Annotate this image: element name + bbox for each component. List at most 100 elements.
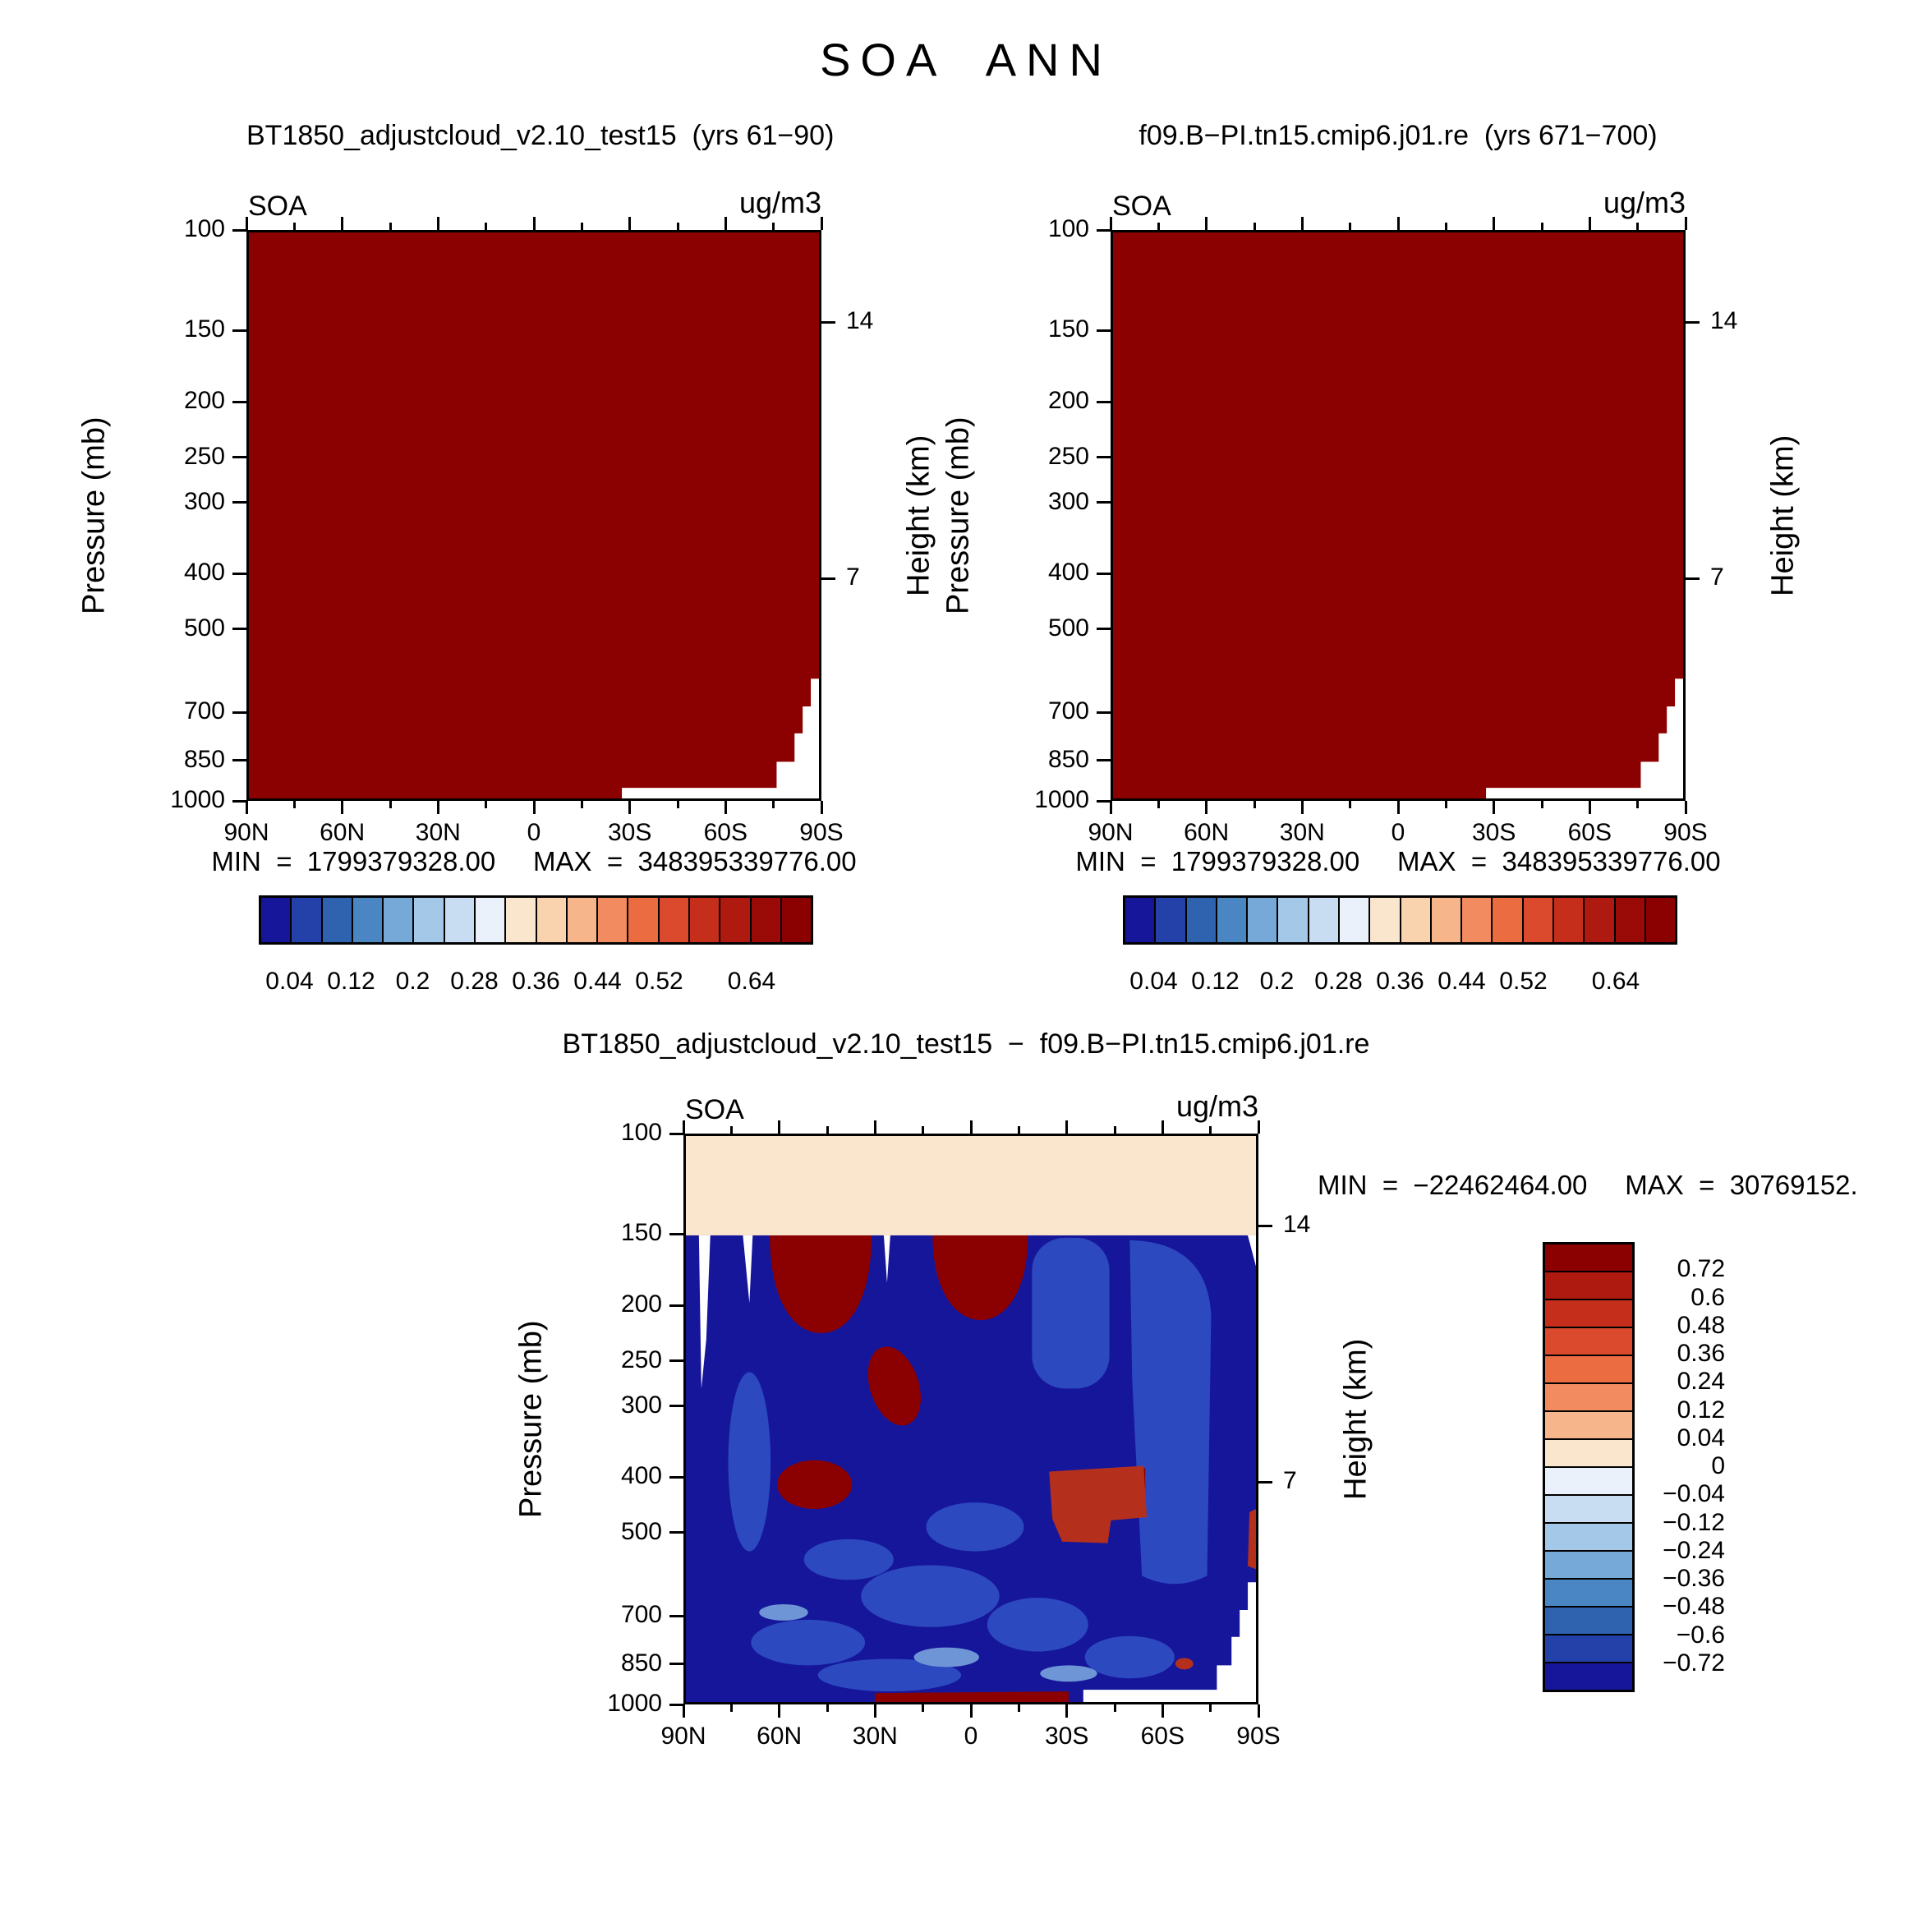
latitude-minor-tick xyxy=(826,1704,829,1712)
pressure-tick-label: 150 xyxy=(183,315,225,343)
colorbar-swatch xyxy=(1545,1272,1632,1299)
latitude-minor-tick xyxy=(1113,1126,1116,1134)
latitude-tick xyxy=(682,1704,685,1718)
colorbar-swatch xyxy=(1545,1440,1632,1466)
latitude-minor-tick xyxy=(292,801,296,808)
pressure-tick xyxy=(232,456,246,459)
colorbar-swatch xyxy=(1545,1663,1632,1690)
latitude-tick xyxy=(724,217,727,230)
pressure-tick xyxy=(669,1232,683,1235)
pressure-tick xyxy=(1097,400,1111,403)
pressure-tick-label: 300 xyxy=(620,1391,662,1419)
page-title: SOA ANN xyxy=(820,34,1112,85)
latitude-tick xyxy=(969,1704,973,1718)
latitude-tick xyxy=(1493,217,1496,230)
pressure-tick-label: 100 xyxy=(1047,215,1089,242)
latitude-tick xyxy=(341,801,344,814)
pressure-tick-label: 850 xyxy=(620,1649,662,1677)
colorbar-swatch xyxy=(1545,1524,1632,1550)
height-tick-label: 14 xyxy=(846,307,874,335)
latitude-tick xyxy=(873,1120,876,1134)
colorbar-tick-label: 0.64 xyxy=(1591,968,1640,995)
latitude-minor-tick xyxy=(1253,801,1256,808)
latitude-minor-tick xyxy=(389,801,392,808)
latitude-minor-tick xyxy=(826,1126,829,1134)
pressure-tick-label: 400 xyxy=(183,559,225,586)
colorbar-swatch xyxy=(1339,898,1369,942)
colorbar-swatch xyxy=(720,898,750,942)
latitude-minor-tick xyxy=(580,223,583,230)
pressure-tick-label: 200 xyxy=(183,387,225,415)
pressure-tick-label: 700 xyxy=(620,1601,662,1629)
latitude-tick xyxy=(1205,217,1208,230)
pressure-tick-label: 250 xyxy=(183,442,225,470)
difference-panel-title: BT1850_adjustcloud_v2.10_test15 − f09.B−… xyxy=(562,1028,1370,1060)
colorbar-swatch xyxy=(1156,898,1185,942)
colorbar-swatch xyxy=(322,898,352,942)
colorbar-swatch xyxy=(567,898,597,942)
colorbar-tick-label: 0.52 xyxy=(635,968,683,995)
pressure-tick xyxy=(1097,711,1111,714)
latitude-minor-tick xyxy=(729,1704,733,1712)
soa-field-case1 xyxy=(249,232,819,798)
colorbar-swatch xyxy=(1545,1496,1632,1522)
latitude-tick xyxy=(436,801,439,814)
colorbar-swatch xyxy=(475,898,505,942)
colorbar-tick-label: 0.04 xyxy=(1129,968,1178,995)
latitude-minor-tick xyxy=(1540,801,1543,808)
plot-area-case1 xyxy=(246,230,821,801)
pressure-tick-label: 250 xyxy=(1047,442,1089,470)
latitude-tick xyxy=(628,801,632,814)
latitude-tick xyxy=(1300,217,1304,230)
latitude-tick xyxy=(1300,801,1304,814)
colorbar-swatch xyxy=(1125,898,1155,942)
units-label: ug/m3 xyxy=(1603,186,1686,219)
height-tick xyxy=(1686,320,1700,324)
latitude-tick xyxy=(820,217,823,230)
colorbar-swatch xyxy=(1545,1356,1632,1382)
saturated-field xyxy=(1113,232,1683,798)
colorbar-swatch xyxy=(781,898,812,942)
latitude-minor-tick xyxy=(292,223,296,230)
latitude-minor-tick xyxy=(1253,223,1256,230)
pressure-tick-label: 1000 xyxy=(607,1690,662,1717)
latitude-minor-tick xyxy=(1540,223,1543,230)
latitude-minor-tick xyxy=(1349,223,1352,230)
latitude-tick xyxy=(820,801,823,814)
colorbar-swatch xyxy=(261,898,291,942)
pressure-tick-label: 300 xyxy=(1047,487,1089,515)
colorbar-tick-label: 0.6 xyxy=(1690,1283,1725,1311)
pressure-tick-label: 700 xyxy=(1047,697,1089,725)
latitude-tick-label: 90N xyxy=(660,1723,706,1750)
colorbar-tick-label: 0.28 xyxy=(1314,968,1363,995)
height-tick xyxy=(821,577,835,580)
pressure-tick xyxy=(232,501,246,504)
colorbar-tick-label: 0 xyxy=(1711,1452,1725,1479)
colorbar-swatch xyxy=(1523,898,1552,942)
units-label: ug/m3 xyxy=(1175,1089,1258,1123)
pressure-tick-label: 100 xyxy=(183,215,225,242)
panel-case2: SOA ug/m3 Pressure (mb) Height (km) MIN … xyxy=(941,186,1801,995)
colorbar-swatch xyxy=(1248,898,1277,942)
colorbar-tick-label: −0.48 xyxy=(1663,1593,1725,1621)
colorbar-swatch xyxy=(1545,1552,1632,1578)
latitude-tick-label: 30N xyxy=(1279,819,1325,846)
colorbar-swatch xyxy=(1545,1384,1632,1410)
latitude-tick xyxy=(341,217,344,230)
latitude-tick-label: 60S xyxy=(1140,1723,1185,1750)
colorbar-swatch xyxy=(444,898,474,942)
colorbar-tick-label: 0.12 xyxy=(1191,968,1240,995)
latitude-tick-label: 30S xyxy=(1044,1723,1089,1750)
pressure-tick xyxy=(669,1359,683,1363)
colorbar-vertical xyxy=(1543,1242,1635,1692)
colorbar-swatch xyxy=(414,898,444,942)
height-tick xyxy=(1686,577,1700,580)
colorbar-swatch xyxy=(1545,1635,1632,1662)
latitude-minor-tick xyxy=(485,223,488,230)
pressure-tick xyxy=(232,228,246,232)
pressure-tick-label: 400 xyxy=(1047,559,1089,586)
variable-label: SOA xyxy=(248,191,307,222)
colorbar-tick-label: 0.36 xyxy=(512,968,560,995)
pressure-tick xyxy=(669,1703,683,1706)
latitude-tick xyxy=(1109,217,1112,230)
